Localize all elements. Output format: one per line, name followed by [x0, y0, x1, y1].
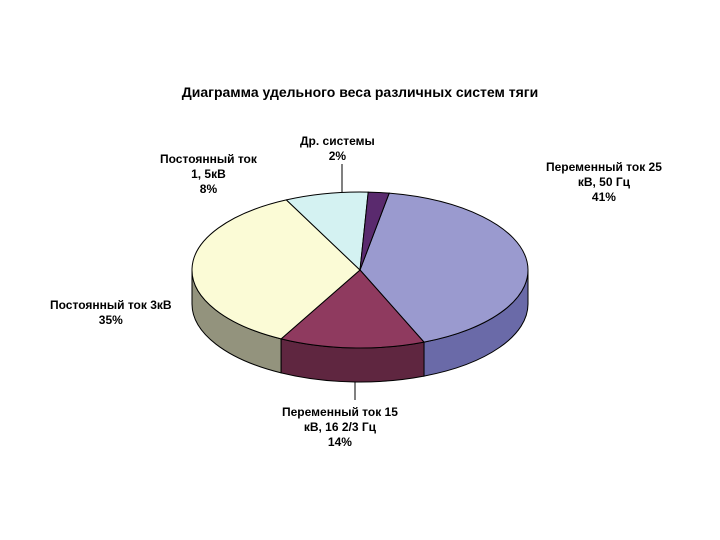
- slice-label: Постоянный ток 1, 5кВ 8%: [160, 152, 257, 197]
- slice-label: Постоянный ток 3кВ 35%: [50, 298, 172, 328]
- pie-chart: [0, 0, 720, 540]
- slice-label: Др. системы 2%: [300, 134, 375, 164]
- slice-label: Переменный ток 15 кВ, 16 2/3 Гц 14%: [282, 405, 398, 450]
- slice-label: Переменный ток 25 кВ, 50 Гц 41%: [546, 160, 662, 205]
